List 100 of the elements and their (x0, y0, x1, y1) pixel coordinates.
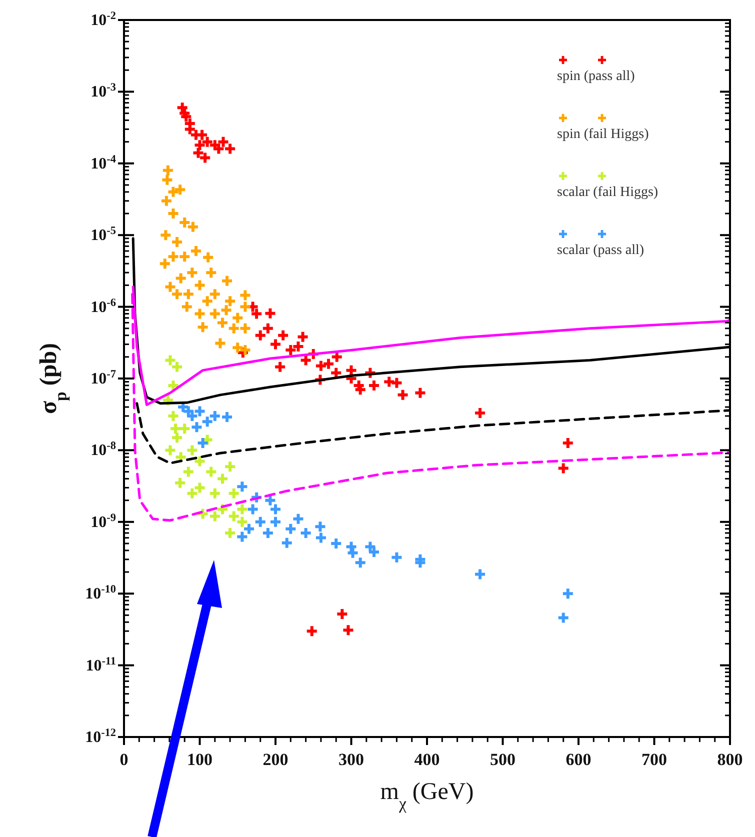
point (170, 431, 184, 444)
point (330, 536, 343, 550)
y-tick-label: 10$^{-5}$ (90, 225, 116, 244)
x-tick-label: 300 (338, 750, 364, 769)
point (196, 436, 210, 450)
point (284, 522, 298, 536)
point (204, 266, 218, 280)
point (200, 415, 214, 428)
point (208, 288, 222, 301)
point (367, 378, 380, 392)
y-tick-label: 10$^{-11}$ (86, 655, 116, 674)
y-tick-label: 10$^{-2}$ (90, 10, 116, 29)
point (166, 378, 180, 392)
point (299, 526, 312, 540)
point (314, 531, 328, 544)
point (269, 338, 282, 351)
point (336, 607, 349, 620)
point (186, 444, 199, 457)
point (196, 320, 210, 334)
point (216, 472, 229, 486)
point (193, 404, 206, 418)
point (174, 272, 188, 285)
point (224, 460, 237, 474)
x-tick-label: 400 (414, 750, 440, 769)
x-tick-label: 200 (262, 750, 288, 769)
point (305, 624, 318, 638)
point (254, 328, 267, 342)
point (190, 420, 204, 434)
point (208, 510, 222, 523)
point (174, 476, 187, 490)
legend-label: scalar (pass all) (557, 243, 644, 258)
point (208, 409, 222, 422)
y-tick-label: 10$^{-7}$ (90, 368, 116, 388)
point (269, 515, 282, 528)
x-tick-label: 500 (490, 750, 516, 769)
point (261, 526, 274, 540)
point (314, 359, 328, 372)
point (284, 343, 298, 356)
point (292, 512, 305, 526)
point (178, 250, 192, 264)
point (200, 294, 214, 308)
x-axis-title: m$_{χ}$ (GeV) (380, 779, 474, 812)
x-tick-label: 600 (566, 750, 592, 769)
point (193, 481, 206, 494)
point (212, 142, 226, 156)
y-tick-label: 10$^{-9}$ (90, 512, 116, 531)
point (261, 322, 274, 335)
y-tick-label: 10$^{-10}$ (85, 584, 116, 603)
point (160, 173, 174, 186)
point (556, 611, 570, 624)
point (193, 138, 206, 152)
point (264, 306, 277, 320)
point (314, 520, 327, 534)
point (236, 530, 249, 544)
point (214, 336, 227, 350)
legend-label: spin (pass all) (557, 69, 636, 84)
point (414, 556, 427, 570)
point (414, 386, 427, 400)
point (296, 330, 310, 344)
x-tick-label: 700 (642, 750, 667, 769)
point (159, 228, 172, 242)
point (236, 480, 249, 494)
point (242, 522, 256, 536)
x-tick-label: 800 (717, 750, 743, 769)
point (561, 587, 574, 600)
point (220, 274, 234, 288)
y-tick-label: 10$^{-6}$ (90, 296, 116, 316)
point (208, 486, 222, 500)
point (164, 444, 177, 457)
legend-label: scalar (fail Higgs) (557, 185, 658, 200)
x-tick-label: 0 (120, 750, 128, 769)
point (193, 278, 206, 292)
point (166, 185, 180, 198)
point (170, 236, 184, 249)
point (556, 462, 570, 475)
point (182, 288, 195, 301)
point (161, 164, 174, 177)
legend-label: spin (fail Higgs) (557, 127, 650, 142)
point (236, 502, 249, 516)
point (238, 300, 252, 314)
point (204, 465, 218, 478)
x-tick-label: 100 (187, 750, 212, 769)
point (186, 266, 199, 280)
point (166, 409, 180, 422)
point (158, 257, 172, 270)
point (193, 307, 206, 320)
point (561, 436, 574, 450)
point (238, 322, 252, 335)
point (220, 304, 233, 317)
point (227, 486, 240, 500)
point (280, 536, 294, 550)
point (224, 294, 237, 308)
point (231, 311, 244, 324)
point (474, 406, 487, 420)
point (299, 354, 312, 367)
point (474, 568, 487, 581)
point (174, 183, 187, 196)
point (246, 502, 260, 516)
point (166, 250, 180, 264)
point (186, 486, 199, 500)
